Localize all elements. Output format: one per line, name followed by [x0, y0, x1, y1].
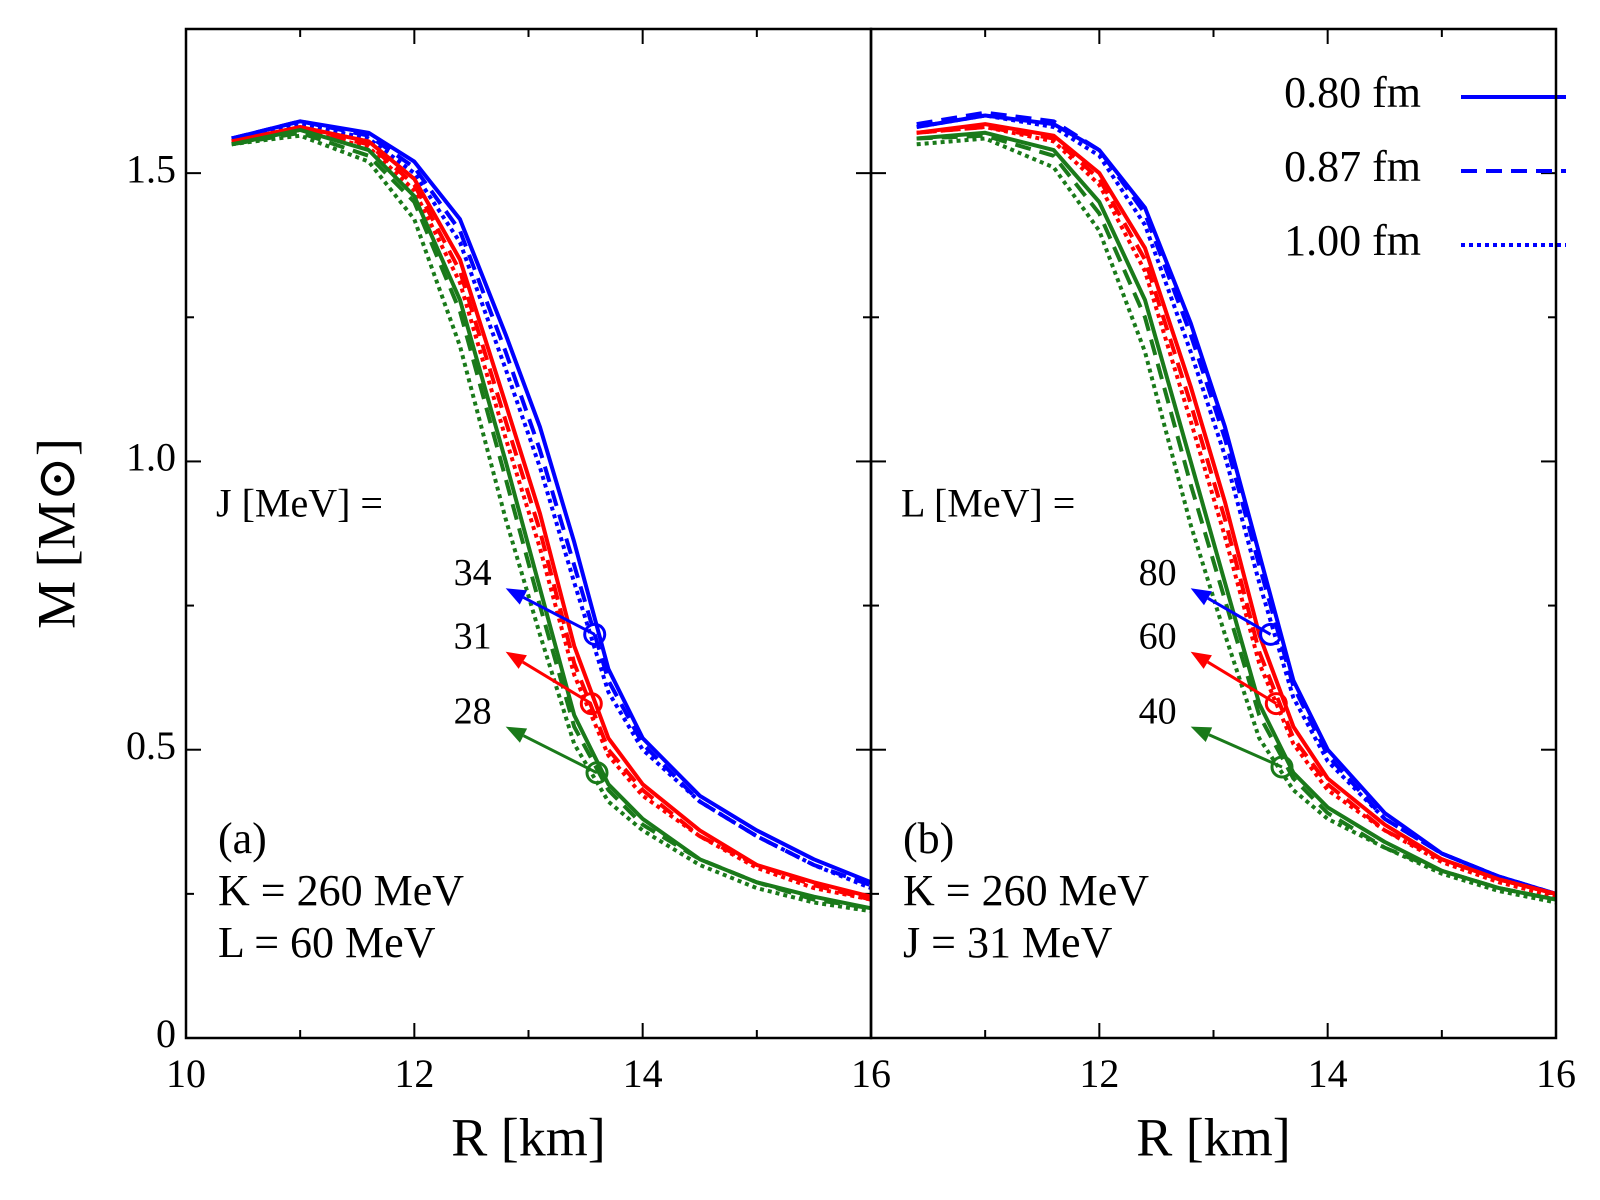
series-line: [231, 127, 871, 911]
plot-area: [916, 110, 1556, 905]
arrow-head: [1190, 651, 1212, 669]
series-line: [231, 127, 871, 902]
legend-label: 1.00 fm: [1284, 216, 1421, 265]
x-tick-label: 12: [1079, 1051, 1119, 1096]
plot-area: [231, 119, 871, 914]
plot-frame: [869, 27, 1558, 1040]
arrow-head: [505, 726, 528, 743]
arrow-line: [1208, 733, 1283, 769]
y-tick-label: 0.5: [126, 723, 176, 768]
arrow-label: 34: [454, 552, 492, 594]
arrow-line: [1206, 660, 1278, 705]
legend-label: 0.80 fm: [1284, 68, 1421, 117]
arrow-marker: [1259, 622, 1283, 646]
x-tick-label: 10: [166, 1051, 206, 1096]
y-tick-label: 1.5: [126, 146, 176, 191]
annotation: (a): [218, 814, 267, 863]
x-tick-label: 12: [394, 1051, 434, 1096]
x-axis-label: R [km]: [1136, 1107, 1291, 1167]
arrow-title: L [MeV] =: [901, 481, 1075, 526]
arrow-marker: [1270, 755, 1294, 779]
annotation: K = 260 MeV: [218, 866, 464, 915]
x-tick-label: 16: [851, 1051, 891, 1096]
arrow-marker: [583, 622, 607, 646]
arrow-line: [522, 596, 596, 636]
arrow-marker: [585, 761, 609, 785]
series-line: [231, 130, 871, 911]
arrow-head: [505, 588, 528, 605]
annotation: J = 31 MeV: [903, 918, 1113, 967]
arrow-marker: [1264, 692, 1288, 716]
annotation: (b): [903, 814, 954, 863]
arrow-label: 60: [1139, 615, 1177, 657]
arrow-head: [1190, 726, 1213, 743]
series-line: [916, 113, 1556, 896]
x-tick-label: 14: [623, 1051, 663, 1096]
arrow-line: [521, 660, 593, 705]
series-line: [231, 119, 871, 885]
series-line: [916, 133, 1556, 902]
arrow-head: [505, 651, 527, 669]
x-axis-label: R [km]: [451, 1107, 606, 1167]
arrow-line: [1207, 596, 1272, 636]
arrow-label: 40: [1139, 690, 1177, 732]
series-line: [916, 136, 1556, 905]
y-tick-label: 0: [156, 1011, 176, 1056]
arrow-label: 31: [454, 615, 492, 657]
legend-label: 0.87 fm: [1284, 142, 1421, 191]
y-axis-label: M [M⊙]: [26, 438, 86, 629]
arrow-label: 28: [454, 690, 492, 732]
arrow-line: [522, 734, 598, 775]
arrow-title: J [MeV] =: [216, 481, 383, 526]
series-line: [916, 125, 1556, 899]
y-tick-label: 1.0: [126, 435, 176, 480]
series-line: [231, 127, 871, 902]
arrow-label: 80: [1139, 552, 1177, 594]
annotation: L = 60 MeV: [218, 918, 436, 967]
arrow-marker: [579, 692, 603, 716]
series-line: [231, 133, 871, 914]
series-line: [231, 122, 871, 890]
x-tick-label: 16: [1536, 1051, 1576, 1096]
series-line: [916, 125, 1556, 896]
annotation: K = 260 MeV: [903, 866, 1149, 915]
x-tick-label: 14: [1308, 1051, 1348, 1096]
series-line: [916, 110, 1556, 896]
arrow-head: [1190, 588, 1212, 606]
